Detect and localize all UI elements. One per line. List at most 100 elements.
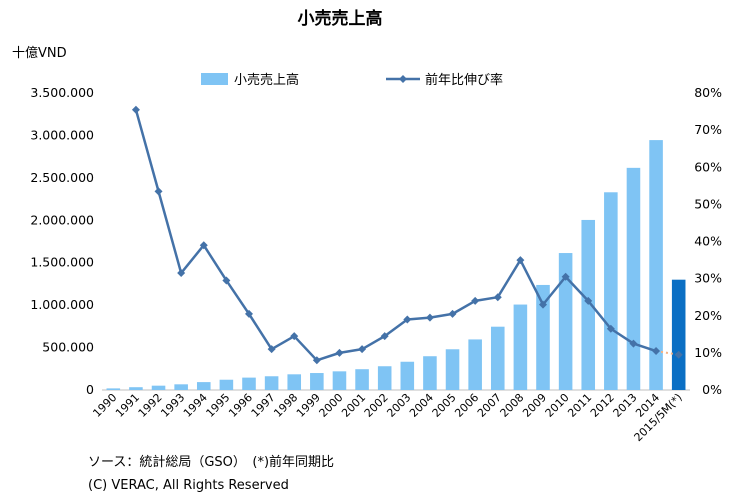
bar-2006 bbox=[468, 339, 482, 390]
x-tick-label: 2003 bbox=[384, 391, 413, 420]
legend: 小売売上高 前年比伸び率 bbox=[201, 72, 503, 88]
left-tick-label: 2.000.000 bbox=[30, 212, 94, 227]
growth-point-2004 bbox=[425, 313, 434, 322]
bar-1991 bbox=[129, 387, 143, 390]
bar-1993 bbox=[174, 384, 188, 390]
growth-point-2009 bbox=[539, 300, 547, 309]
x-tick-label: 1993 bbox=[158, 391, 187, 420]
bar-2004 bbox=[423, 356, 437, 390]
x-tick-label: 1998 bbox=[271, 391, 300, 420]
bar-2007 bbox=[490, 326, 505, 390]
bar-series bbox=[106, 140, 686, 390]
x-axis-ticks: 1990199119921993199419951996199719981999… bbox=[90, 391, 684, 444]
bar-2008 bbox=[513, 304, 528, 390]
left-tick-label: 1.500.000 bbox=[30, 255, 94, 270]
x-tick-label: 2009 bbox=[520, 391, 549, 420]
legend-bar-swatch bbox=[201, 73, 228, 85]
bar-2011 bbox=[581, 219, 596, 390]
left-axis-ticks: 0 500.000 1.000.000 1.500.000 2.000.000 2.500… bbox=[30, 85, 94, 397]
left-tick-label: 3.500.000 bbox=[30, 85, 94, 100]
x-tick-label: 1995 bbox=[204, 391, 233, 420]
growth-point-2008 bbox=[516, 256, 525, 265]
bar-2002 bbox=[377, 366, 392, 390]
bar-2001 bbox=[355, 369, 369, 390]
right-tick-label: 0% bbox=[702, 382, 722, 397]
right-tick-label: 20% bbox=[694, 308, 722, 323]
growth-point-1998 bbox=[290, 332, 299, 341]
growth-point-2003 bbox=[403, 315, 412, 324]
left-tick-label: 0 bbox=[86, 382, 94, 397]
bar-1992 bbox=[151, 385, 166, 390]
x-tick-label: 1999 bbox=[294, 391, 323, 420]
growth-point-2007 bbox=[493, 293, 502, 302]
growth-point-1996 bbox=[245, 309, 253, 318]
growth-point-2010 bbox=[561, 272, 570, 281]
growth-point-2014 bbox=[652, 347, 661, 356]
x-tick-label: 1996 bbox=[226, 391, 255, 420]
growth-point-2001 bbox=[358, 345, 367, 354]
left-axis-unit: 十億VND bbox=[12, 45, 67, 61]
bar-1994 bbox=[196, 382, 211, 390]
x-tick-label: 2012 bbox=[588, 391, 617, 420]
left-tick-label: 500.000 bbox=[42, 340, 94, 355]
bar-2010 bbox=[558, 253, 573, 390]
x-tick-label: 1991 bbox=[113, 391, 142, 420]
left-tick-label: 1.000.000 bbox=[30, 297, 94, 312]
bar-2014 bbox=[649, 140, 663, 390]
growth-line bbox=[134, 109, 657, 362]
x-tick-label: 1990 bbox=[90, 391, 119, 420]
legend-line-marker bbox=[399, 75, 407, 83]
bar-2003 bbox=[400, 361, 415, 390]
bar-2000 bbox=[332, 371, 347, 390]
x-tick-label: 2007 bbox=[475, 391, 504, 420]
left-tick-label: 3.000.000 bbox=[30, 127, 94, 142]
bar-2012 bbox=[604, 192, 618, 390]
growth-line-estimate-segment bbox=[655, 350, 679, 356]
bar-2015/5M(*) bbox=[671, 279, 686, 390]
right-tick-label: 60% bbox=[694, 159, 722, 174]
right-tick-label: 30% bbox=[694, 271, 722, 286]
legend-bar-label: 小売売上高 bbox=[234, 72, 299, 88]
growth-line-series bbox=[131, 105, 683, 365]
x-tick-label: 1997 bbox=[249, 391, 278, 420]
growth-point-1994 bbox=[199, 241, 208, 250]
x-tick-label: 2005 bbox=[430, 391, 459, 420]
growth-point-2013 bbox=[629, 339, 638, 348]
x-tick-label: 1994 bbox=[181, 391, 210, 420]
growth-point-1991 bbox=[131, 105, 140, 114]
right-tick-label: 80% bbox=[694, 85, 722, 100]
x-tick-label: 2006 bbox=[452, 391, 481, 420]
x-tick-label: 2004 bbox=[407, 391, 436, 420]
growth-point-1999 bbox=[312, 356, 321, 365]
x-tick-label: 2000 bbox=[317, 391, 346, 420]
bar-1997 bbox=[264, 376, 279, 390]
growth-point-1993 bbox=[177, 269, 186, 278]
right-tick-label: 50% bbox=[694, 196, 722, 211]
legend-line-label: 前年比伸び率 bbox=[425, 72, 503, 88]
x-tick-label: 2011 bbox=[565, 391, 594, 420]
right-tick-label: 40% bbox=[694, 234, 722, 249]
growth-point-2012 bbox=[606, 324, 615, 333]
right-tick-label: 10% bbox=[694, 345, 722, 360]
bar-2009 bbox=[536, 284, 550, 390]
bar-1990 bbox=[106, 388, 121, 390]
bar-2005 bbox=[445, 349, 460, 390]
bar-1995 bbox=[219, 379, 234, 390]
bar-1996 bbox=[242, 377, 256, 390]
growth-point-2005 bbox=[448, 309, 457, 318]
right-axis-ticks: 0% 10% 20% 30% 40% 50% 60% 70% 80% bbox=[694, 85, 722, 397]
x-tick-label: 2008 bbox=[498, 391, 527, 420]
bar-2013 bbox=[626, 167, 641, 390]
bar-1999 bbox=[310, 373, 324, 390]
x-tick-label: 2001 bbox=[339, 391, 368, 420]
growth-point-2011 bbox=[584, 296, 593, 305]
growth-point-1995 bbox=[222, 276, 231, 285]
growth-point-1997 bbox=[267, 345, 276, 354]
growth-point-2000 bbox=[335, 348, 344, 357]
growth-point-2015/5M(*) bbox=[674, 350, 683, 359]
growth-point-2002 bbox=[380, 332, 389, 341]
x-tick-label: 2010 bbox=[543, 391, 572, 420]
bar-1998 bbox=[287, 374, 302, 390]
x-tick-label: 2002 bbox=[362, 391, 391, 420]
